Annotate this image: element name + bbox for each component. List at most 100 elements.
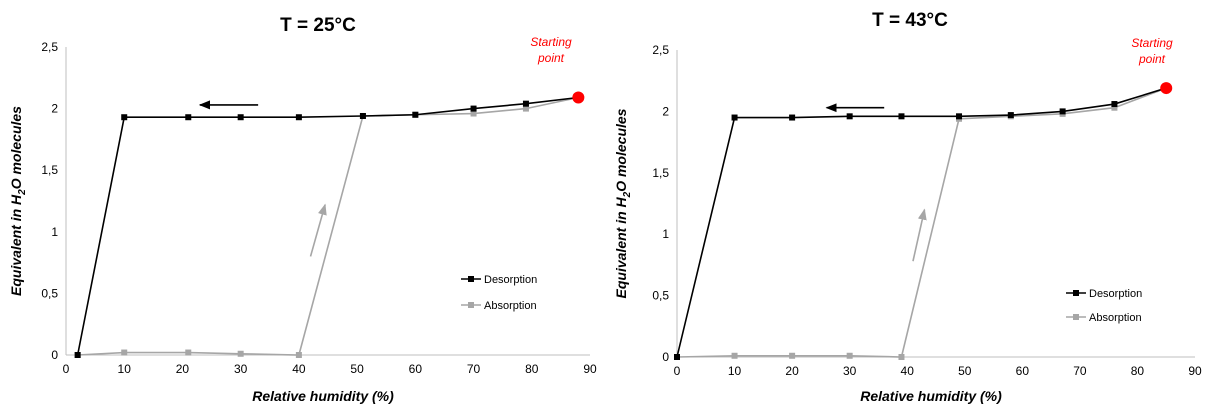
data-point-absorption bbox=[1111, 104, 1118, 111]
data-point-absorption bbox=[470, 110, 477, 117]
data-point-absorption bbox=[731, 352, 738, 359]
chart-title: T = 43°C bbox=[872, 10, 948, 31]
legend-item-absorption: Absorption bbox=[1066, 312, 1142, 324]
y-tick-label: 2 bbox=[662, 104, 669, 118]
x-tick-label: 40 bbox=[901, 364, 915, 378]
x-tick-label: 90 bbox=[1188, 364, 1202, 378]
data-point-absorption bbox=[295, 352, 302, 358]
y-axis-label-part: O molecules bbox=[8, 106, 24, 189]
legend-marker bbox=[1073, 314, 1079, 320]
data-point-absorption bbox=[237, 350, 244, 357]
data-point-desorption bbox=[731, 114, 738, 121]
legend-item-desorption: Desorption bbox=[461, 274, 537, 286]
x-tick-label: 70 bbox=[1073, 364, 1087, 378]
data-point-desorption bbox=[846, 113, 853, 120]
y-axis-label-subscript: 2 bbox=[622, 191, 633, 198]
x-tick-label: 90 bbox=[583, 362, 597, 376]
x-tick-label: 60 bbox=[409, 362, 423, 376]
x-tick-label: 30 bbox=[843, 364, 857, 378]
y-tick-label: 1 bbox=[51, 225, 58, 239]
y-tick-label: 1,5 bbox=[652, 166, 669, 180]
data-point-desorption bbox=[74, 352, 81, 358]
x-tick-label: 10 bbox=[728, 364, 742, 378]
direction-arrow bbox=[912, 208, 927, 262]
starting-point-label: Starting bbox=[1131, 36, 1173, 50]
y-tick-label: 1,5 bbox=[41, 163, 58, 177]
x-tick-label: 0 bbox=[63, 362, 70, 376]
chart-2: T = 43°C 0 10 20 30 40 50 60 70 80 90 0 0,5 1 1,5 2 2,5 R… bbox=[613, 10, 1202, 404]
data-point-absorption bbox=[898, 354, 905, 360]
data-point-absorption bbox=[185, 349, 192, 356]
y-tick-label: 0,5 bbox=[41, 286, 58, 300]
starting-point-label: point bbox=[1138, 52, 1166, 66]
direction-arrow bbox=[309, 203, 327, 257]
x-axis-label: Relative humidity (%) bbox=[252, 388, 394, 404]
data-point-desorption bbox=[412, 111, 419, 118]
y-axis-label: Equivalent in H2O molecules bbox=[613, 108, 633, 298]
x-tick-label: 50 bbox=[958, 364, 972, 378]
x-tick-label: 60 bbox=[1016, 364, 1030, 378]
y-tick-label: 2,5 bbox=[41, 40, 58, 54]
starting-point-marker bbox=[572, 91, 585, 104]
data-point-absorption bbox=[522, 105, 529, 112]
y-axis-label-part: Equivalent in H bbox=[8, 194, 24, 296]
y-tick-label: 0 bbox=[51, 348, 58, 362]
data-point-desorption bbox=[121, 114, 128, 121]
series-line-absorption bbox=[676, 87, 1167, 358]
data-point-desorption bbox=[359, 112, 366, 119]
series-line-desorption bbox=[76, 96, 579, 356]
x-tick-label: 20 bbox=[176, 362, 190, 376]
y-tick-label: 1 bbox=[662, 227, 669, 241]
data-point-desorption bbox=[185, 114, 192, 121]
series-line-absorption bbox=[77, 96, 579, 356]
legend-marker bbox=[1073, 290, 1079, 296]
starting-point-label: Starting bbox=[530, 35, 572, 49]
y-axis-label-part: Equivalent in H bbox=[613, 196, 629, 298]
y-axis-label-subscript: 2 bbox=[17, 189, 28, 196]
legend-item-absorption: Absorption bbox=[461, 300, 537, 312]
data-point-desorption bbox=[1059, 108, 1066, 115]
data-point-absorption bbox=[789, 352, 796, 359]
data-point-desorption bbox=[674, 354, 680, 360]
y-tick-label: 0 bbox=[662, 350, 669, 364]
legend-label: Desorption bbox=[484, 274, 537, 286]
x-axis-label: Relative humidity (%) bbox=[860, 388, 1002, 404]
legend-label: Absorption bbox=[1089, 312, 1142, 324]
x-tick-label: 80 bbox=[1131, 364, 1145, 378]
data-point-absorption bbox=[846, 352, 853, 359]
x-tick-label: 40 bbox=[292, 362, 306, 376]
x-tick-label: 70 bbox=[467, 362, 481, 376]
data-point-desorption bbox=[956, 113, 963, 120]
data-point-desorption bbox=[1111, 101, 1118, 108]
legend-label: Desorption bbox=[1089, 288, 1142, 300]
x-tick-label: 10 bbox=[118, 362, 132, 376]
series-line-desorption bbox=[676, 87, 1167, 358]
x-tick-label: 80 bbox=[525, 362, 539, 376]
data-point-desorption bbox=[295, 114, 302, 121]
data-point-desorption bbox=[898, 113, 905, 120]
data-point-desorption bbox=[789, 114, 796, 121]
chart-title: T = 25°C bbox=[280, 15, 356, 36]
x-tick-label: 30 bbox=[234, 362, 248, 376]
data-point-desorption bbox=[522, 100, 529, 107]
y-axis-label-part: O molecules bbox=[613, 108, 629, 191]
y-tick-label: 2 bbox=[51, 102, 58, 116]
x-tick-label: 20 bbox=[785, 364, 799, 378]
legend-marker bbox=[468, 302, 474, 308]
legend-marker bbox=[468, 276, 474, 282]
x-tick-label: 0 bbox=[674, 364, 681, 378]
data-point-desorption bbox=[1007, 112, 1014, 119]
legend-label: Absorption bbox=[484, 300, 537, 312]
data-point-desorption bbox=[470, 105, 477, 112]
y-axis-label: Equivalent in H2O molecules bbox=[8, 106, 28, 296]
starting-point-marker bbox=[1160, 82, 1173, 95]
y-tick-label: 2,5 bbox=[652, 43, 669, 57]
data-point-absorption bbox=[121, 349, 128, 356]
chart-1: T = 25°C 0 10 20 30 40 50 60 70 80 90 0 0,5 1 1,5 2 2,5 R… bbox=[8, 15, 597, 404]
data-point-desorption bbox=[237, 114, 244, 121]
legend-item-desorption: Desorption bbox=[1066, 288, 1142, 300]
x-tick-label: 50 bbox=[350, 362, 364, 376]
starting-point-label: point bbox=[537, 51, 565, 65]
y-tick-label: 0,5 bbox=[652, 289, 669, 303]
